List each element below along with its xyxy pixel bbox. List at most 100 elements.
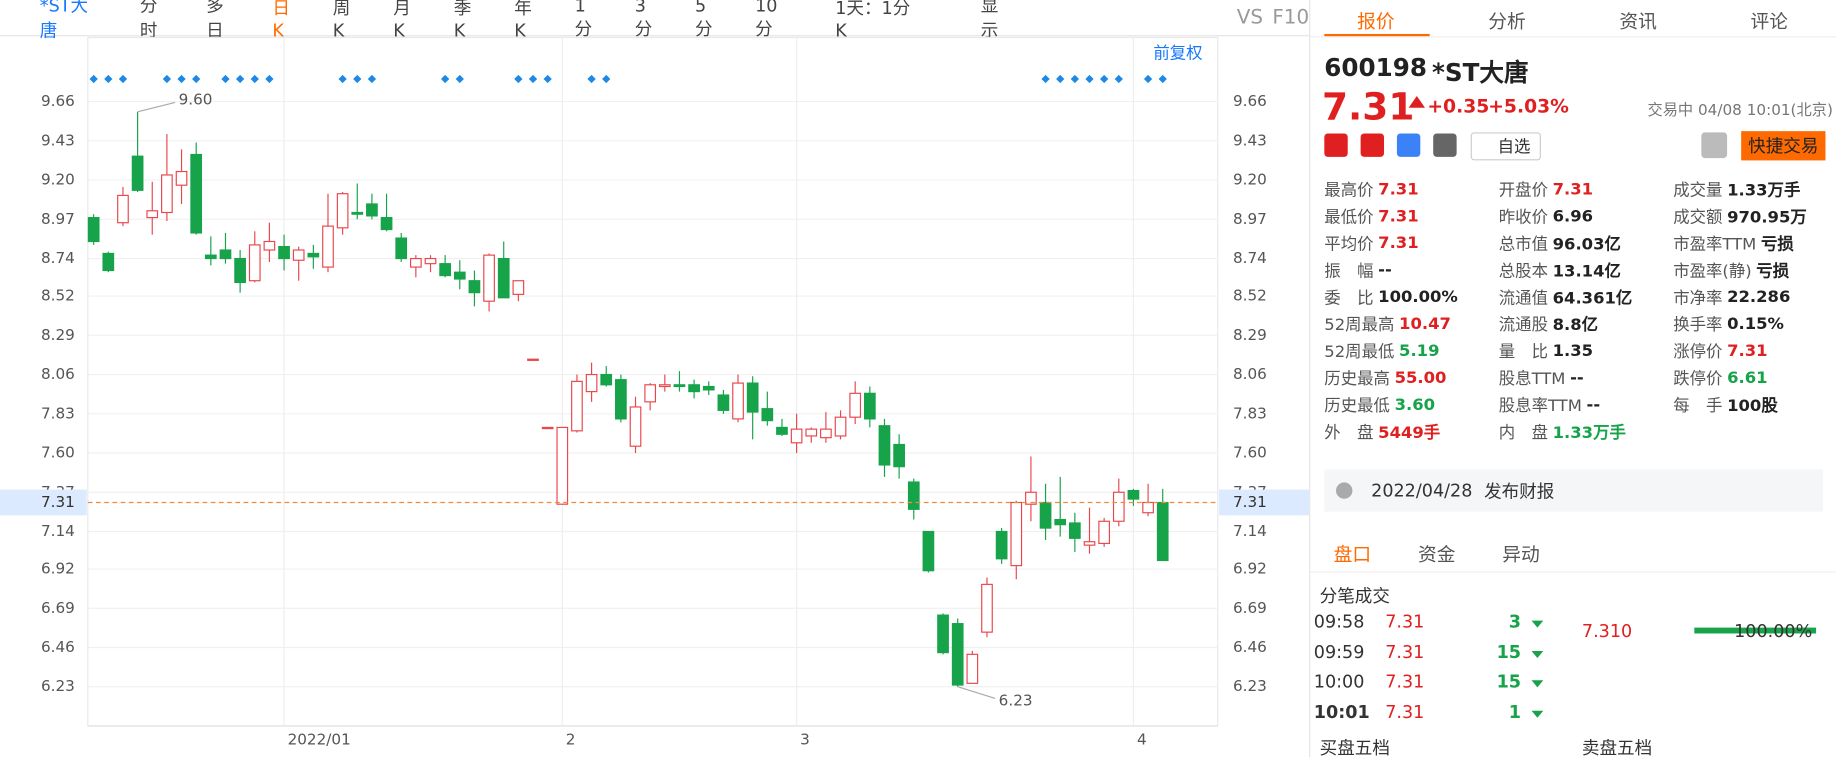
- period-tab[interactable]: 周K: [332, 0, 351, 41]
- signal-marker: [338, 74, 347, 84]
- period-tab[interactable]: 年K: [514, 0, 532, 41]
- signal-marker: [1070, 74, 1079, 84]
- period-tab[interactable]: 3分: [634, 0, 653, 40]
- period-tab[interactable]: 月K: [393, 0, 411, 41]
- period-tab[interactable]: 1分: [574, 0, 593, 40]
- quote-tab[interactable]: 资讯: [1619, 10, 1657, 33]
- candle-body: [761, 408, 774, 422]
- candle-body: [585, 373, 598, 393]
- signal-marker: [192, 74, 201, 84]
- interval-select[interactable]: 1天：1分K: [835, 0, 911, 41]
- stat-label: 外 盘: [1324, 423, 1374, 443]
- candle-body: [1142, 501, 1154, 514]
- candle-body: [688, 384, 700, 393]
- low-label: 6.23: [999, 691, 1033, 709]
- y-tick-label-right: 9.43: [1233, 131, 1267, 149]
- candle-body: [1025, 491, 1037, 505]
- candle-body: [409, 257, 422, 268]
- candle-body: [248, 244, 261, 282]
- stat-label: 市盈率TTM: [1673, 234, 1757, 254]
- stat-row: 振 幅 --: [1324, 256, 1498, 283]
- period-tab[interactable]: 分时: [139, 0, 158, 41]
- trade-arrow: [1531, 650, 1544, 658]
- vs-button[interactable]: VS: [1236, 5, 1263, 30]
- stat-value: 7.31: [1378, 206, 1419, 226]
- candle-body: [1039, 501, 1052, 529]
- stat-label: 涨停价: [1673, 342, 1723, 362]
- bell-button[interactable]: [1701, 132, 1728, 159]
- stat-value: 22.286: [1727, 287, 1791, 307]
- y-tick-label: 7.83: [41, 404, 75, 422]
- y-tick-label-right: 8.74: [1233, 249, 1267, 267]
- stat-row: 流通值 64.361亿: [1499, 283, 1673, 310]
- candle-body: [615, 379, 627, 420]
- period-tab[interactable]: 5分: [694, 0, 713, 40]
- stat-value: 7.31: [1552, 179, 1594, 199]
- stat-row: 52周最低 5.19: [1324, 337, 1498, 364]
- y-tick-label-right: 7.60: [1233, 444, 1267, 462]
- stock-name: *ST大唐: [1432, 58, 1529, 87]
- stat-value: 64.361亿: [1552, 288, 1633, 308]
- stat-label: 昨收价: [1498, 207, 1548, 227]
- side-pct: 100.00%: [1734, 620, 1813, 642]
- trade-price: 7.31: [1385, 611, 1425, 633]
- trade-time: 09:59: [1313, 641, 1365, 663]
- stat-value: 970.95万: [1727, 207, 1807, 227]
- trade-arrow: [1531, 680, 1544, 688]
- candle-body: [629, 406, 642, 447]
- y-tick-label: 8.97: [41, 210, 75, 228]
- stat-value: 1.35: [1552, 341, 1594, 361]
- quote-tab[interactable]: 评论: [1750, 10, 1789, 33]
- period-tab[interactable]: 10分: [755, 0, 778, 40]
- stat-row: 委 比 100.00%: [1324, 283, 1498, 310]
- signal-marker: [1085, 74, 1094, 84]
- stat-value: 3.60: [1394, 395, 1436, 414]
- candle-body: [907, 481, 920, 510]
- display-menu[interactable]: 显示: [980, 0, 999, 41]
- stock-tab[interactable]: *ST大唐: [39, 0, 89, 41]
- quick-trade[interactable]: 快捷交易: [1741, 131, 1826, 161]
- trade-volume: 1: [1508, 700, 1522, 722]
- stat-row: 历史最高 55.00: [1324, 364, 1498, 391]
- quote-tab[interactable]: 报价: [1357, 10, 1395, 33]
- panel-tab[interactable]: 异动: [1502, 543, 1540, 566]
- f10-button[interactable]: F10: [1272, 5, 1310, 30]
- candle-body: [1098, 520, 1111, 545]
- bid-title: 买盘五档: [1319, 737, 1390, 757]
- candle-body: [951, 623, 964, 686]
- stat-label: 最高价: [1324, 180, 1374, 200]
- stat-label: 平均价: [1324, 234, 1374, 254]
- stat-value: 1.33万手: [1727, 180, 1801, 200]
- stat-row: 成交额 970.95万: [1673, 203, 1836, 230]
- badge-icon: [1396, 133, 1421, 157]
- period-tab[interactable]: 多日: [206, 0, 224, 41]
- candle-body: [351, 211, 364, 215]
- stat-row: 市盈率(静) 亏损: [1673, 256, 1836, 283]
- y-tick-label: 7.14: [41, 522, 75, 540]
- badge-icon: [1433, 133, 1457, 157]
- candle-body: [1083, 541, 1096, 546]
- stat-label: 流通股: [1498, 315, 1548, 335]
- signal-marker: [1158, 74, 1167, 84]
- panel-tab[interactable]: 资金: [1417, 543, 1456, 566]
- y-tick-label-right: 9.20: [1233, 171, 1267, 189]
- trade-time: 09:58: [1313, 611, 1365, 633]
- x-tick-label: 2: [566, 731, 576, 749]
- period-tab[interactable]: 季K: [453, 0, 472, 41]
- period-tab[interactable]: 日K: [272, 0, 290, 41]
- candle-body: [600, 373, 613, 386]
- signal-marker: [528, 74, 538, 84]
- price: 7.31: [1321, 84, 1415, 129]
- y-tick-label: 6.92: [41, 560, 75, 578]
- watch-button[interactable]: 自选: [1470, 132, 1541, 161]
- up-arrow: [1408, 96, 1426, 108]
- y-tick-label: 8.06: [41, 365, 75, 383]
- panel-tab[interactable]: 盘口: [1333, 543, 1372, 566]
- y-tick-label: 9.66: [41, 92, 75, 110]
- stat-label: 跌停价: [1673, 369, 1723, 389]
- quote-tab[interactable]: 分析: [1488, 10, 1526, 33]
- trade-price: 7.31: [1385, 641, 1425, 663]
- stat-value: --: [1570, 368, 1584, 387]
- y-tick-label-right: 8.52: [1233, 287, 1267, 305]
